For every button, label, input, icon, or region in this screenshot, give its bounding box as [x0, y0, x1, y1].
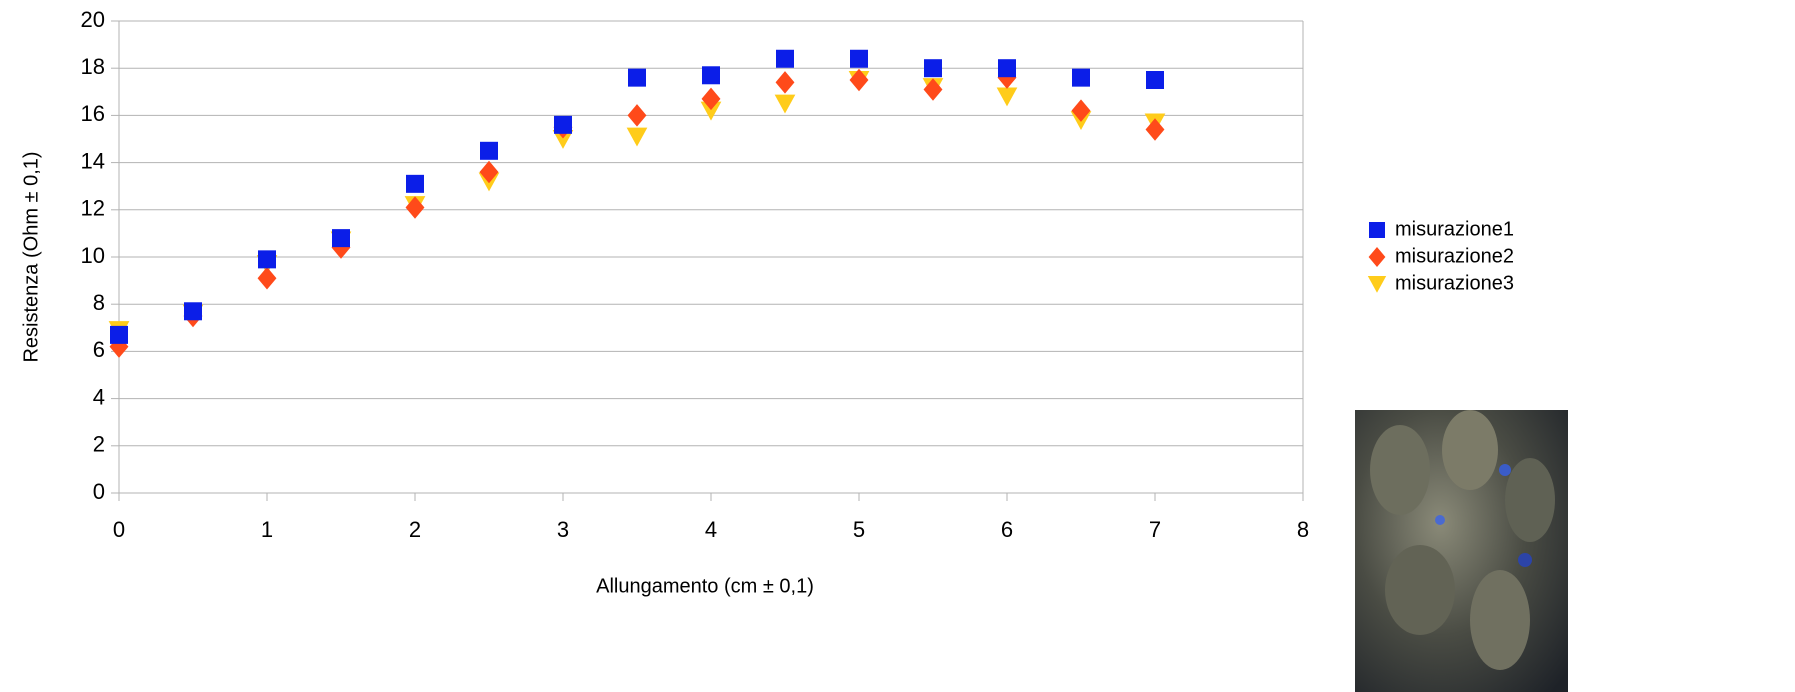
legend-marker	[1369, 222, 1385, 238]
point	[628, 68, 646, 87]
point	[406, 174, 424, 193]
point	[996, 87, 1018, 107]
point	[1072, 68, 1090, 87]
point	[700, 101, 722, 121]
point	[332, 229, 350, 248]
point	[924, 59, 942, 78]
point	[626, 127, 648, 147]
point	[627, 104, 647, 127]
point	[849, 68, 869, 92]
y-tick-label: 14	[81, 148, 105, 173]
y-tick-label: 18	[81, 54, 105, 79]
point	[998, 59, 1016, 78]
y-tick-label: 6	[93, 337, 105, 362]
y-tick-label: 8	[93, 290, 105, 315]
photo	[1355, 410, 1568, 692]
legend-marker	[1367, 276, 1387, 293]
y-tick-label: 2	[93, 432, 105, 457]
x-tick-label: 7	[1149, 517, 1161, 542]
y-tick-label: 10	[81, 243, 105, 268]
x-tick-label: 3	[557, 517, 569, 542]
y-tick-label: 12	[81, 196, 105, 221]
y-tick-label: 0	[93, 479, 105, 504]
point	[774, 94, 796, 114]
point	[184, 302, 202, 321]
point	[479, 160, 499, 184]
point	[776, 49, 794, 68]
y-tick-label: 20	[81, 7, 105, 32]
legend-text: misurazione3	[1395, 272, 1514, 294]
point	[405, 196, 425, 219]
x-tick-label: 2	[409, 517, 421, 542]
y-tick-label: 16	[81, 101, 105, 126]
point	[257, 266, 277, 290]
x-axis-label: Allungamento (cm ± 0,1)	[596, 575, 814, 597]
legend-marker	[1368, 247, 1386, 267]
point	[701, 87, 721, 111]
x-tick-label: 1	[261, 517, 273, 542]
point	[480, 141, 498, 160]
x-tick-label: 4	[705, 517, 717, 542]
x-tick-label: 8	[1297, 517, 1309, 542]
point	[1071, 99, 1091, 122]
x-tick-label: 0	[113, 517, 125, 542]
point	[775, 71, 795, 94]
point	[923, 78, 943, 101]
point	[554, 115, 572, 134]
point	[258, 250, 276, 269]
point	[552, 130, 574, 149]
point	[702, 66, 720, 85]
legend-text: misurazione1	[1395, 218, 1514, 240]
point	[1145, 118, 1165, 141]
legend-text: misurazione2	[1395, 245, 1514, 267]
point	[850, 49, 868, 68]
y-axis-label: Resistenza (Ohm ± 0,1)	[20, 151, 42, 362]
x-tick-label: 5	[853, 517, 865, 542]
point	[1146, 71, 1164, 89]
x-tick-label: 6	[1001, 517, 1013, 542]
point	[110, 325, 128, 344]
y-tick-label: 4	[93, 384, 105, 409]
